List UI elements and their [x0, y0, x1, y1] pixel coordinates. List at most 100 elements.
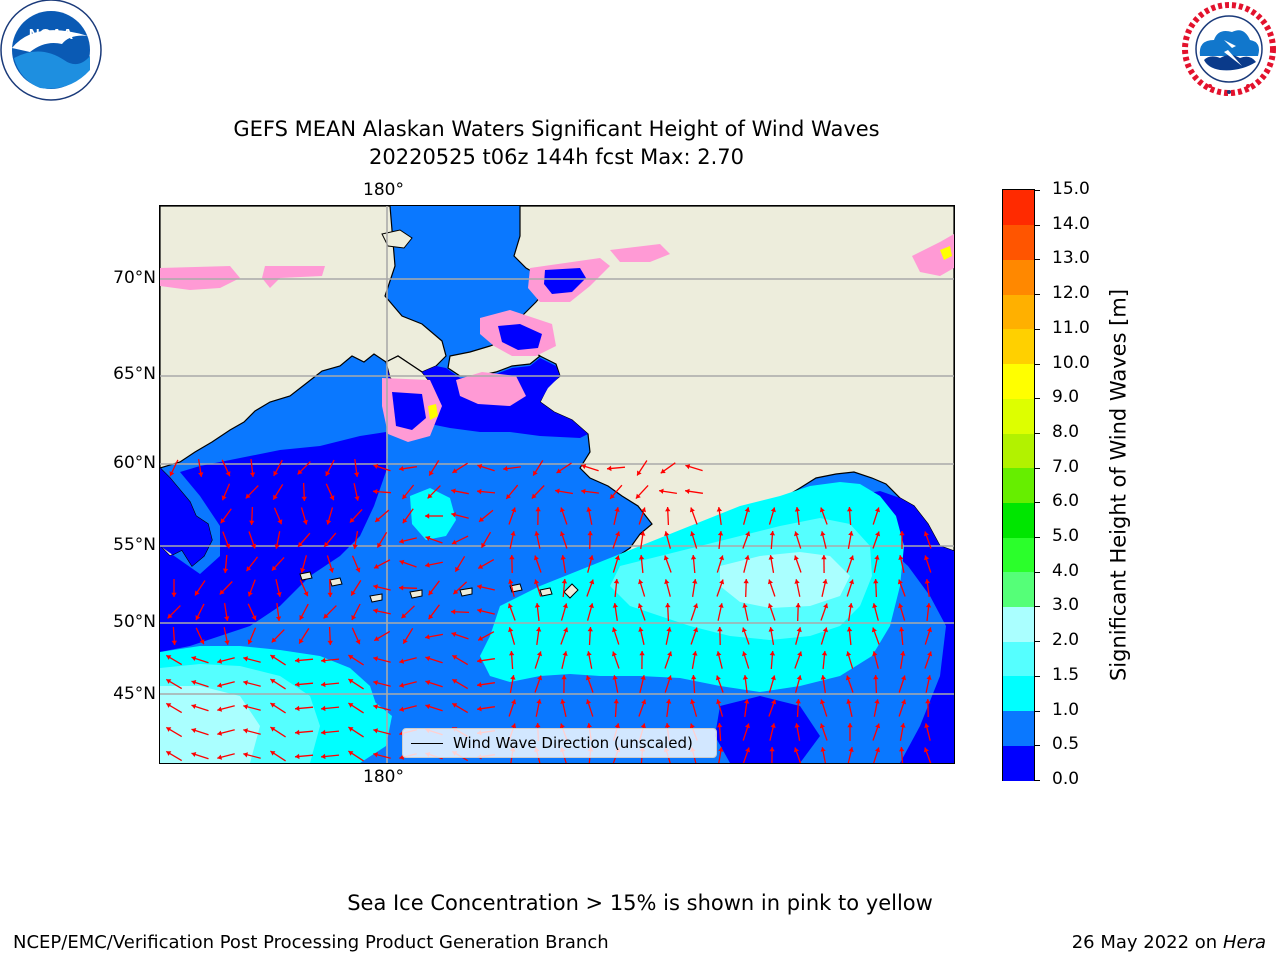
colorbar-segment: [1003, 745, 1034, 781]
wave-arrow-head: [588, 603, 594, 609]
wave-arrow-head: [900, 651, 906, 656]
colorbar-segment: [1003, 710, 1034, 746]
wave-arrow-head: [276, 592, 282, 597]
wave-arrow-head: [221, 495, 227, 501]
colorbar-tick-mark: [1034, 398, 1040, 400]
colorbar-tick-mark: [1034, 259, 1040, 261]
wave-arrow-head: [822, 627, 828, 633]
wave-arrow-head: [225, 543, 231, 549]
wave-arrow-head: [191, 728, 197, 733]
wave-arrow-head: [741, 627, 747, 633]
wave-arrow-head: [373, 608, 378, 614]
sea-ice-beaufort: [610, 244, 670, 262]
colorbar-segment: [1003, 398, 1034, 434]
wave-arrow-head: [615, 531, 621, 537]
wave-arrow-head: [373, 728, 378, 734]
wave-arrow-head: [536, 651, 542, 657]
wave-arrow-head: [820, 747, 826, 752]
footer-date-text: 26 May 2022 on: [1071, 932, 1218, 953]
wave-zone-mid-bering: [410, 488, 456, 540]
wave-arrow-head: [923, 747, 929, 753]
wave-arrow-head: [745, 747, 751, 753]
wave-arrow-head: [477, 584, 482, 590]
wave-arrow-head: [770, 723, 776, 728]
colorbar-segment: [1003, 224, 1034, 260]
wave-arrow-head: [374, 563, 379, 569]
wave-arrow-head: [663, 555, 669, 561]
wave-arrow-head: [847, 723, 853, 728]
wave-arrow-head: [274, 544, 280, 549]
wave-arrow-head: [245, 493, 251, 499]
chart-subtitle: 20220525 t06z 144h fcst Max: 2.70: [369, 145, 744, 169]
wave-arrow-head: [373, 752, 378, 758]
footer-branch: NCEP/EMC/Verification Post Processing Pr…: [13, 932, 609, 953]
colorbar-tick-label: 8.0: [1052, 421, 1080, 442]
wave-arrow-head: [588, 555, 594, 561]
wave-arrow-head: [295, 681, 300, 688]
wave-arrow-head: [425, 656, 431, 662]
wave-arrow-head: [191, 656, 197, 661]
wave-arrow-head: [271, 565, 277, 571]
wave-arrow-head: [321, 729, 326, 736]
wave-arrow-head: [717, 627, 723, 632]
wave-arrow-head: [171, 640, 177, 645]
wave-arrow-head: [451, 539, 457, 545]
wave-arrow-head: [300, 567, 306, 573]
wave-arrow-head: [534, 579, 540, 585]
wave-arrow-head: [561, 579, 568, 584]
wave-arrow-head: [561, 675, 567, 680]
wave-arrow-head: [849, 555, 855, 561]
wave-arrow-head: [638, 579, 644, 585]
wave-arrow-head: [451, 631, 457, 637]
colorbar-segment: [1003, 606, 1034, 642]
wave-arrow-head: [900, 723, 906, 728]
wave-arrow-head: [246, 566, 252, 572]
wave-arrow-head: [220, 518, 226, 524]
colorbar-tick-mark: [1034, 606, 1040, 608]
wave-arrow-head: [586, 723, 592, 728]
colorbar: [1002, 189, 1035, 781]
wave-arrow-head: [355, 639, 361, 645]
wave-arrow-head: [511, 699, 517, 705]
wave-arrow-head: [299, 615, 305, 620]
wave-arrow-head: [770, 507, 776, 513]
wave-arrow-head: [321, 753, 326, 760]
wave-arrow-head: [531, 493, 537, 499]
colorbar-tick-label: 2.0: [1052, 630, 1080, 651]
wave-zone-high-gulf: [720, 552, 850, 608]
wave-arrow-head: [251, 543, 257, 549]
colorbar-tick-mark: [1034, 363, 1040, 365]
wave-arrow-head: [217, 754, 223, 760]
wave-arrow-head: [399, 682, 405, 688]
wave-arrow-head: [169, 471, 175, 477]
wave-arrow-head: [610, 493, 615, 499]
wave-arrow-head: [848, 747, 854, 752]
colorbar-segment: [1003, 363, 1034, 399]
wave-arrow-head: [295, 705, 300, 712]
colorbar-tick-mark: [1034, 502, 1040, 504]
wave-arrow-head: [586, 507, 592, 512]
wave-arrow-head: [875, 723, 881, 729]
map-legend: Wind Wave Direction (unscaled): [402, 728, 717, 758]
wave-arrow-head: [399, 538, 404, 544]
wave-arrow-head: [586, 651, 592, 656]
wave-arrow-head: [402, 494, 408, 499]
wave-arrow-head: [321, 705, 326, 712]
wave-arrow-head: [399, 706, 405, 712]
wave-arrow-head: [899, 747, 905, 752]
wave-arrow-head: [324, 541, 329, 547]
wave-arrow-head: [562, 603, 568, 609]
wave-arrow-head: [479, 516, 484, 522]
wave-arrow-head: [510, 531, 516, 536]
colorbar-tick-label: 11.0: [1052, 317, 1090, 338]
wave-arrow-head: [585, 675, 591, 681]
svg-text:NOAA: NOAA: [29, 26, 73, 43]
wave-arrow-head: [718, 603, 724, 608]
wave-arrow-head: [692, 579, 698, 584]
wave-arrow-head: [166, 703, 172, 708]
colorbar-tick-mark: [1034, 780, 1040, 781]
footer-machine: Hera: [1222, 932, 1266, 953]
wave-arrow-head: [534, 531, 540, 536]
wave-arrow-head: [224, 640, 230, 645]
colorbar-segment: [1003, 537, 1034, 573]
